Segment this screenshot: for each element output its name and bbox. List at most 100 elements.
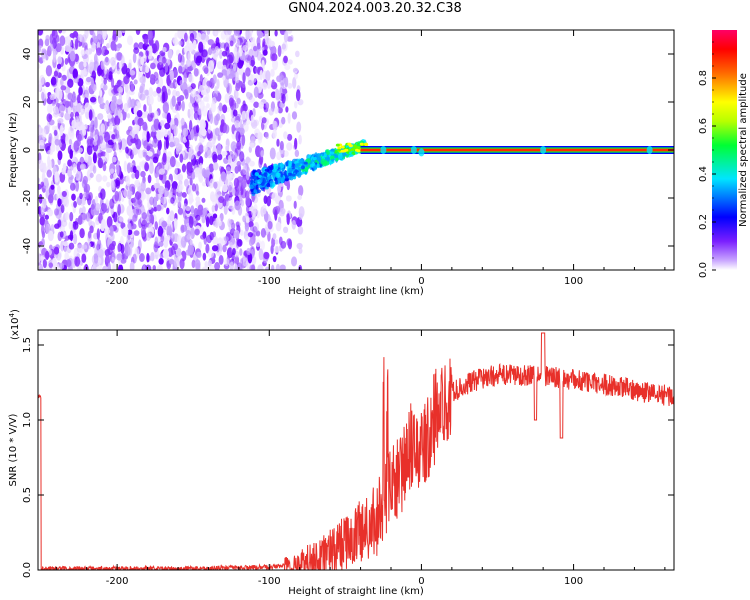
spectral-noise-cell bbox=[142, 63, 146, 74]
spectral-noise-cell bbox=[222, 244, 227, 253]
spectral-noise-cell bbox=[284, 93, 289, 102]
spectral-signal-cell bbox=[281, 167, 285, 172]
spectral-signal-cell bbox=[275, 179, 279, 185]
spectral-noise-cell bbox=[168, 82, 176, 89]
spectral-noise-cell bbox=[276, 151, 282, 161]
spectral-noise-cell bbox=[142, 121, 148, 132]
spectral-noise-cell bbox=[45, 223, 51, 234]
spectral-noise-cell bbox=[84, 86, 89, 99]
spectral-noise-cell bbox=[275, 88, 280, 101]
spectral-noise-cell bbox=[60, 85, 67, 91]
spectral-noise-cell bbox=[242, 215, 246, 223]
spectral-noise-cell bbox=[69, 211, 74, 222]
spectral-noise-cell bbox=[120, 258, 127, 264]
spectral-noise-cell bbox=[161, 56, 167, 64]
spectral-noise-cell bbox=[258, 101, 264, 110]
spectral-noise-cell bbox=[202, 252, 207, 261]
spectral-noise-cell bbox=[217, 72, 224, 78]
spectral-noise-cell bbox=[45, 65, 53, 77]
spectral-noise-cell bbox=[116, 253, 123, 261]
spectral-noise-cell bbox=[191, 183, 197, 192]
spectral-noise-cell bbox=[83, 68, 87, 76]
spectral-noise-cell bbox=[129, 261, 135, 270]
spectral-noise-cell bbox=[261, 117, 267, 124]
spectral-noise-cell bbox=[171, 95, 176, 107]
spectral-noise-cell bbox=[206, 30, 211, 35]
spectral-noise-cell bbox=[234, 76, 240, 84]
spectral-noise-cell bbox=[130, 82, 135, 93]
spectral-noise-cell bbox=[287, 239, 293, 250]
spectral-noise-cell bbox=[43, 162, 47, 174]
spectral-noise-cell bbox=[139, 83, 145, 95]
spectral-noise-cell bbox=[82, 129, 87, 137]
spectral-noise-cell bbox=[81, 213, 88, 221]
spectral-signal-cell bbox=[340, 149, 345, 153]
figure-title: GN04.2024.003.20.32.C38 bbox=[288, 1, 462, 16]
carrier-blob bbox=[418, 148, 425, 157]
colorbar-tick-label: 0.8 bbox=[698, 70, 709, 86]
spectral-noise-cell bbox=[146, 131, 150, 143]
spectral-noise-cell bbox=[190, 88, 197, 98]
spectral-noise-cell bbox=[152, 265, 157, 270]
spectral-noise-cell bbox=[194, 228, 200, 236]
spectral-noise-cell bbox=[220, 171, 227, 182]
spectral-noise-cell bbox=[153, 110, 159, 120]
spectral-noise-cell bbox=[279, 264, 286, 270]
spectral-noise-cell bbox=[227, 197, 234, 210]
spectral-noise-cell bbox=[98, 96, 104, 105]
spectral-signal-cell bbox=[256, 189, 261, 194]
spectral-noise-cell bbox=[284, 63, 291, 71]
spectral-noise-cell bbox=[97, 113, 104, 121]
spectral-noise-cell bbox=[81, 206, 86, 214]
spectral-signal-cell bbox=[313, 165, 317, 170]
spectral-noise-cell bbox=[272, 233, 277, 240]
spectral-noise-cell bbox=[65, 259, 72, 268]
snr-series-line bbox=[38, 332, 674, 570]
spectral-noise-cell bbox=[263, 251, 270, 260]
spectral-noise-cell bbox=[212, 74, 217, 84]
snr-y-scale-exp: 4 bbox=[8, 312, 16, 317]
spectral-noise-cell bbox=[66, 46, 73, 53]
spectral-noise-cell bbox=[265, 266, 270, 270]
spectral-noise-cell bbox=[294, 137, 298, 150]
spectral-noise-cell bbox=[148, 162, 154, 174]
spectral-noise-cell bbox=[221, 150, 228, 157]
spectral-noise-cell bbox=[266, 195, 272, 207]
spectral-noise-cell bbox=[214, 86, 218, 95]
spectral-noise-cell bbox=[187, 244, 192, 256]
spectral-noise-cell bbox=[148, 86, 153, 97]
spectral-noise-cell bbox=[87, 138, 93, 145]
spectral-noise-cell bbox=[53, 70, 59, 77]
colorbar-ticks: 0.0 0.2 0.4 0.6 0.8 bbox=[698, 41, 716, 278]
spectral-noise-cell bbox=[56, 63, 62, 70]
spectral-noise-cell bbox=[253, 101, 260, 108]
spectral-noise-cell bbox=[208, 60, 215, 72]
spectral-noise-cell bbox=[216, 142, 222, 155]
spectral-noise-cell bbox=[135, 182, 140, 188]
spectral-signal-cell bbox=[317, 155, 320, 162]
spectral-noise-cell bbox=[166, 112, 172, 124]
spectral-noise-cell bbox=[282, 226, 289, 234]
spectral-noise-cell bbox=[176, 234, 182, 245]
spectral-noise-cell bbox=[216, 78, 220, 90]
spectral-noise-cell bbox=[68, 242, 75, 250]
spectral-noise-cell bbox=[217, 153, 223, 161]
spectral-noise-cell bbox=[264, 44, 268, 51]
spectral-noise-cell bbox=[236, 140, 242, 150]
spectral-noise-cell bbox=[137, 185, 144, 193]
spectral-noise-cell bbox=[67, 92, 73, 100]
spectral-noise-cell bbox=[250, 74, 257, 83]
spectral-noise-cell bbox=[153, 182, 160, 189]
spectral-noise-cell bbox=[232, 152, 238, 164]
spectral-noise-cell bbox=[294, 100, 298, 109]
spectral-noise-cell bbox=[73, 233, 78, 245]
spectral-noise-cell bbox=[230, 68, 235, 77]
spectral-noise-cell bbox=[161, 155, 167, 166]
spectral-noise-cell bbox=[257, 135, 263, 144]
spectral-noise-cell bbox=[114, 190, 120, 202]
spectral-noise-cell bbox=[123, 75, 130, 85]
spectral-noise-cell bbox=[158, 173, 163, 181]
spectral-noise-cell bbox=[200, 234, 206, 240]
spectral-noise-cell bbox=[196, 32, 202, 42]
spectral-noise-cell bbox=[262, 204, 267, 215]
